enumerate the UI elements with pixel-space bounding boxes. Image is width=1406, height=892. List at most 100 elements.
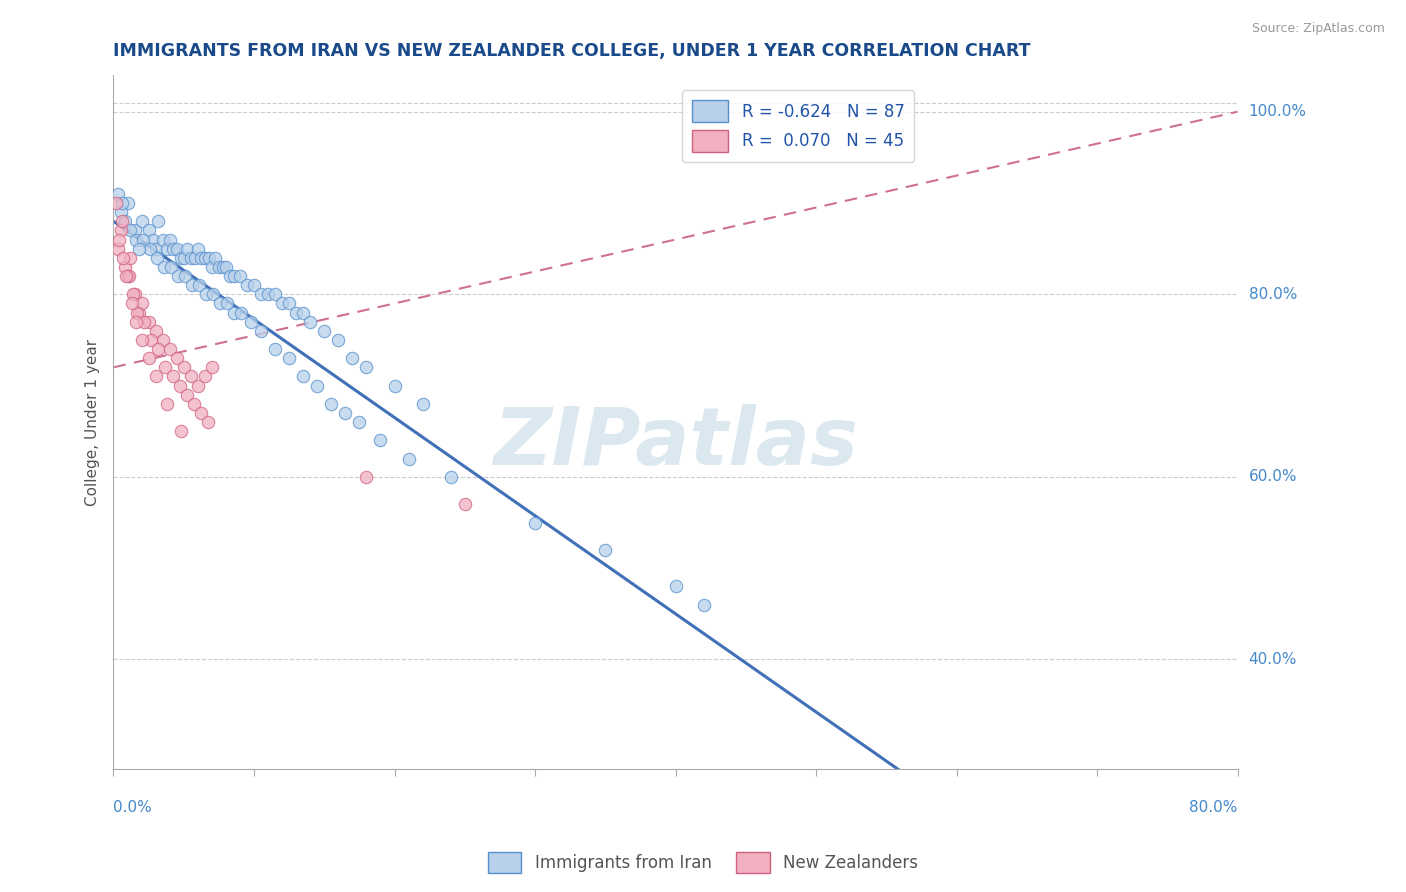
Point bbox=[173, 360, 195, 375]
Point bbox=[202, 287, 225, 301]
Point bbox=[162, 369, 184, 384]
Y-axis label: College, Under 1 year: College, Under 1 year bbox=[86, 339, 100, 506]
Point bbox=[370, 434, 392, 448]
Point bbox=[117, 268, 139, 283]
Point bbox=[197, 415, 219, 429]
Point bbox=[181, 278, 204, 293]
Point bbox=[209, 296, 232, 310]
Point bbox=[278, 351, 301, 366]
Point bbox=[124, 287, 146, 301]
Point bbox=[250, 287, 273, 301]
Point bbox=[215, 260, 238, 274]
Point bbox=[170, 251, 193, 265]
Point bbox=[159, 233, 181, 247]
Point bbox=[692, 598, 714, 612]
Point bbox=[112, 251, 135, 265]
Point bbox=[201, 260, 224, 274]
Point bbox=[342, 351, 364, 366]
Text: IMMIGRANTS FROM IRAN VS NEW ZEALANDER COLLEGE, UNDER 1 YEAR CORRELATION CHART: IMMIGRANTS FROM IRAN VS NEW ZEALANDER CO… bbox=[114, 42, 1031, 60]
Point bbox=[187, 378, 209, 392]
Point bbox=[231, 305, 253, 319]
Point bbox=[131, 296, 153, 310]
Point bbox=[128, 242, 150, 256]
Point bbox=[176, 388, 198, 402]
Point bbox=[117, 196, 139, 211]
Point bbox=[321, 397, 343, 411]
Point bbox=[204, 251, 226, 265]
Point bbox=[180, 369, 202, 384]
Point bbox=[153, 260, 176, 274]
Point bbox=[224, 268, 246, 283]
Point bbox=[190, 251, 212, 265]
Point bbox=[138, 315, 160, 329]
Point bbox=[184, 251, 207, 265]
Point bbox=[224, 305, 246, 319]
Point bbox=[307, 378, 329, 392]
Point bbox=[264, 287, 287, 301]
Point bbox=[159, 342, 181, 356]
Point bbox=[264, 342, 287, 356]
Point bbox=[141, 333, 163, 347]
Text: 60.0%: 60.0% bbox=[1249, 469, 1298, 484]
Point bbox=[229, 268, 252, 283]
Point bbox=[124, 223, 146, 237]
Point bbox=[250, 324, 273, 338]
Point bbox=[132, 233, 155, 247]
Point bbox=[188, 278, 211, 293]
Text: 40.0%: 40.0% bbox=[1249, 652, 1296, 667]
Point bbox=[1057, 789, 1080, 804]
Point bbox=[166, 351, 188, 366]
Point bbox=[138, 223, 160, 237]
Text: 0.0%: 0.0% bbox=[114, 799, 152, 814]
Point bbox=[115, 268, 138, 283]
Point bbox=[105, 196, 128, 211]
Point bbox=[176, 242, 198, 256]
Point bbox=[125, 233, 148, 247]
Point bbox=[127, 305, 149, 319]
Point bbox=[107, 242, 129, 256]
Point bbox=[257, 287, 280, 301]
Point bbox=[160, 260, 183, 274]
Point bbox=[110, 205, 132, 219]
Point bbox=[195, 287, 218, 301]
Point bbox=[138, 351, 160, 366]
Point bbox=[292, 305, 315, 319]
Point bbox=[398, 451, 420, 466]
Point bbox=[122, 287, 145, 301]
Text: Source: ZipAtlas.com: Source: ZipAtlas.com bbox=[1251, 22, 1385, 36]
Point bbox=[110, 223, 132, 237]
Point bbox=[243, 278, 266, 293]
Point bbox=[187, 242, 209, 256]
Point bbox=[128, 305, 150, 319]
Point bbox=[236, 278, 259, 293]
Point bbox=[114, 260, 136, 274]
Point bbox=[134, 315, 156, 329]
Point bbox=[173, 251, 195, 265]
Point bbox=[198, 251, 221, 265]
Point bbox=[120, 223, 142, 237]
Point bbox=[108, 233, 131, 247]
Point bbox=[156, 242, 179, 256]
Point bbox=[299, 315, 322, 329]
Point bbox=[152, 333, 174, 347]
Point bbox=[156, 397, 179, 411]
Point bbox=[152, 233, 174, 247]
Point bbox=[166, 242, 188, 256]
Point bbox=[356, 360, 378, 375]
Point bbox=[1114, 853, 1136, 867]
Point bbox=[145, 242, 167, 256]
Point bbox=[219, 268, 242, 283]
Point bbox=[664, 579, 686, 593]
Point bbox=[131, 333, 153, 347]
Point bbox=[120, 251, 142, 265]
Point bbox=[183, 397, 205, 411]
Point bbox=[314, 324, 336, 338]
Point bbox=[148, 214, 170, 228]
Text: ZIPatlas: ZIPatlas bbox=[494, 404, 858, 482]
Point bbox=[190, 406, 212, 420]
Point bbox=[201, 360, 224, 375]
Point bbox=[440, 470, 463, 484]
Point bbox=[217, 296, 239, 310]
Point bbox=[162, 242, 184, 256]
Point bbox=[169, 378, 191, 392]
